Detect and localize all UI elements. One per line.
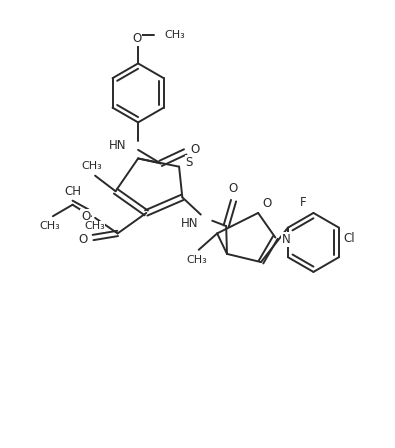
Text: O: O bbox=[132, 32, 141, 45]
Text: S: S bbox=[185, 156, 193, 169]
Text: Cl: Cl bbox=[343, 232, 355, 245]
Text: HN: HN bbox=[109, 139, 127, 152]
Text: O: O bbox=[228, 182, 237, 195]
Text: CH₃: CH₃ bbox=[39, 221, 60, 231]
Text: O: O bbox=[81, 210, 90, 223]
Text: N: N bbox=[282, 233, 290, 246]
Text: CH₃: CH₃ bbox=[84, 221, 105, 231]
Text: HN: HN bbox=[181, 217, 199, 230]
Text: CH₃: CH₃ bbox=[186, 255, 207, 265]
Text: CH: CH bbox=[64, 185, 81, 198]
Text: O: O bbox=[190, 143, 199, 156]
Text: O: O bbox=[262, 197, 271, 210]
Text: O: O bbox=[79, 233, 88, 246]
Text: CH₃: CH₃ bbox=[81, 161, 102, 171]
Text: CH₃: CH₃ bbox=[165, 30, 186, 40]
Text: F: F bbox=[300, 196, 307, 209]
